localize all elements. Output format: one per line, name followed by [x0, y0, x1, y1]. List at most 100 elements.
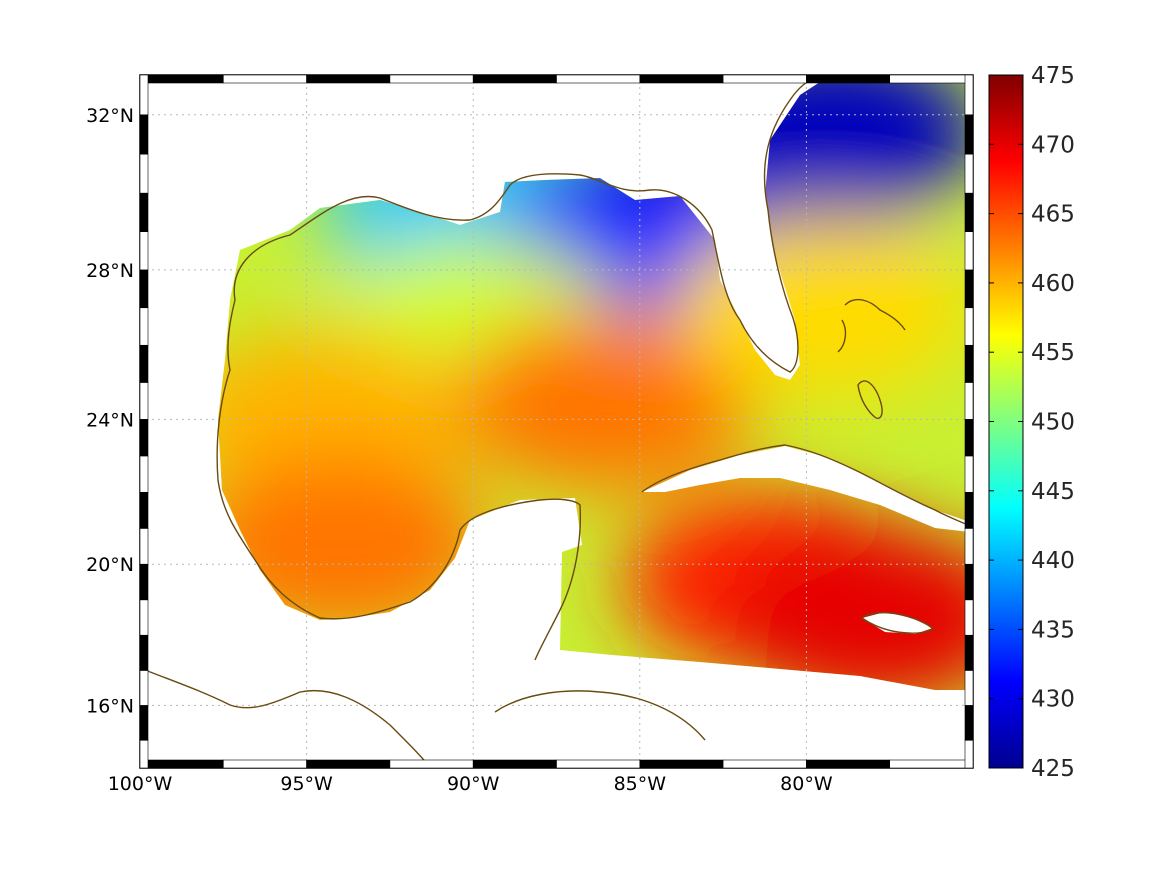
frame-segment — [722, 759, 807, 769]
frame-segment — [806, 759, 891, 769]
colorbar-tick-label: 430 — [1031, 687, 1075, 713]
frame-segment — [556, 74, 641, 84]
frame-segment — [964, 74, 974, 116]
colorbar-tick-label: 475 — [1031, 63, 1075, 89]
frame-segment — [639, 74, 724, 84]
frame-segment — [556, 759, 641, 769]
map-frame-ticks — [139, 74, 974, 769]
frame-segment — [139, 114, 149, 155]
frame-segment — [389, 74, 474, 84]
lon-tick-label: 100°W — [108, 773, 173, 795]
lon-tick-label: 80°W — [780, 773, 833, 795]
frame-segment — [139, 705, 149, 741]
sea-level-field — [218, 82, 965, 690]
lon-tick-label: 90°W — [447, 773, 500, 795]
great-abaco — [837, 319, 847, 353]
colorbar-tick-label: 465 — [1031, 202, 1075, 228]
frame-segment — [964, 455, 974, 493]
latitude-labels: 32°N 28°N 24°N 20°N 16°N — [86, 105, 134, 718]
frame-segment — [139, 231, 149, 271]
frame-segment — [139, 634, 149, 671]
frame-segment — [306, 759, 391, 769]
colorbar-tick-label: 440 — [1031, 548, 1075, 574]
bahamas-andros — [857, 380, 883, 419]
frame-segment — [139, 192, 149, 233]
lat-tick-label: 28°N — [86, 260, 134, 282]
frame-segment — [964, 563, 974, 601]
frame-segment — [139, 670, 149, 706]
lat-tick-label: 16°N — [86, 695, 134, 717]
frame-segment — [472, 74, 557, 84]
frame-segment — [964, 599, 974, 636]
colorbar-tick-label: 455 — [1031, 340, 1075, 366]
frame-segment — [964, 231, 974, 271]
frame-segment — [964, 192, 974, 233]
frame-segment — [139, 307, 149, 346]
longitude-labels: 100°W 95°W 90°W 85°W 80°W — [108, 773, 833, 795]
graticule — [140, 75, 973, 768]
frame-segment — [964, 705, 974, 741]
frame-segment — [223, 759, 307, 769]
frame-segment — [139, 153, 149, 194]
central-america-coastline — [139, 667, 431, 769]
frame-segment — [139, 739, 149, 769]
frame-segment — [964, 670, 974, 706]
honduras-coastline — [494, 690, 706, 741]
bahamas-coastline — [844, 298, 906, 331]
frame-segment — [964, 114, 974, 155]
frame-segment — [472, 759, 557, 769]
frame-segment — [889, 74, 974, 84]
frame-segment — [964, 307, 974, 346]
frame-segment — [964, 419, 974, 457]
frame-segment — [964, 491, 974, 529]
coastlines — [139, 74, 971, 769]
frame-segment — [964, 153, 974, 194]
frame-segment — [722, 74, 807, 84]
cuba-coastline — [641, 444, 971, 527]
frame-segment — [223, 74, 307, 84]
lat-tick-label: 20°N — [86, 554, 134, 576]
frame-segment — [139, 528, 149, 565]
lon-tick-label: 95°W — [280, 773, 333, 795]
colorbar-gradient — [988, 74, 1024, 769]
frame-segment — [889, 759, 974, 769]
frame-segment — [964, 269, 974, 309]
jamaica-land — [862, 612, 933, 634]
lat-tick-label: 24°N — [86, 409, 134, 431]
land-masks — [642, 446, 970, 634]
frame-segment — [139, 382, 149, 420]
frame-segment — [964, 382, 974, 420]
lat-tick-label: 32°N — [86, 105, 134, 127]
frame-segment — [964, 344, 974, 383]
frame-segment — [139, 563, 149, 601]
frame-segment — [139, 419, 149, 457]
frame-segment — [139, 491, 149, 529]
frame-segment — [964, 739, 974, 769]
colorbar-tick-label: 435 — [1031, 617, 1075, 643]
frame-segment — [964, 634, 974, 671]
mexico-coastline — [216, 299, 582, 661]
colorbar-tick-label: 445 — [1031, 479, 1075, 505]
lon-tick-label: 85°W — [614, 773, 667, 795]
frame-segment — [139, 74, 149, 116]
jamaica-coastline — [860, 612, 934, 634]
gulf-coastline — [233, 74, 821, 373]
frame-segment — [139, 455, 149, 493]
frame-segment — [139, 269, 149, 309]
colorbar-ticks: 475 470 465 460 455 450 445 440 435 430 425 — [989, 63, 1075, 782]
frame-segment — [139, 599, 149, 636]
frame-segment — [139, 759, 224, 769]
colorbar-tick-label: 460 — [1031, 271, 1075, 297]
frame-segment — [639, 759, 724, 769]
field-loop-current — [456, 310, 757, 491]
colorbar: 475 470 465 460 455 450 445 440 435 430 425 — [988, 63, 1075, 782]
frame-segment — [306, 74, 391, 84]
colorbar-tick-label: 470 — [1031, 132, 1075, 158]
frame-segment — [139, 344, 149, 383]
frame-segment — [139, 74, 224, 84]
frame-segment — [806, 74, 891, 84]
cuba-land — [642, 446, 970, 532]
frame-segment — [389, 759, 474, 769]
frame-segment — [964, 528, 974, 565]
